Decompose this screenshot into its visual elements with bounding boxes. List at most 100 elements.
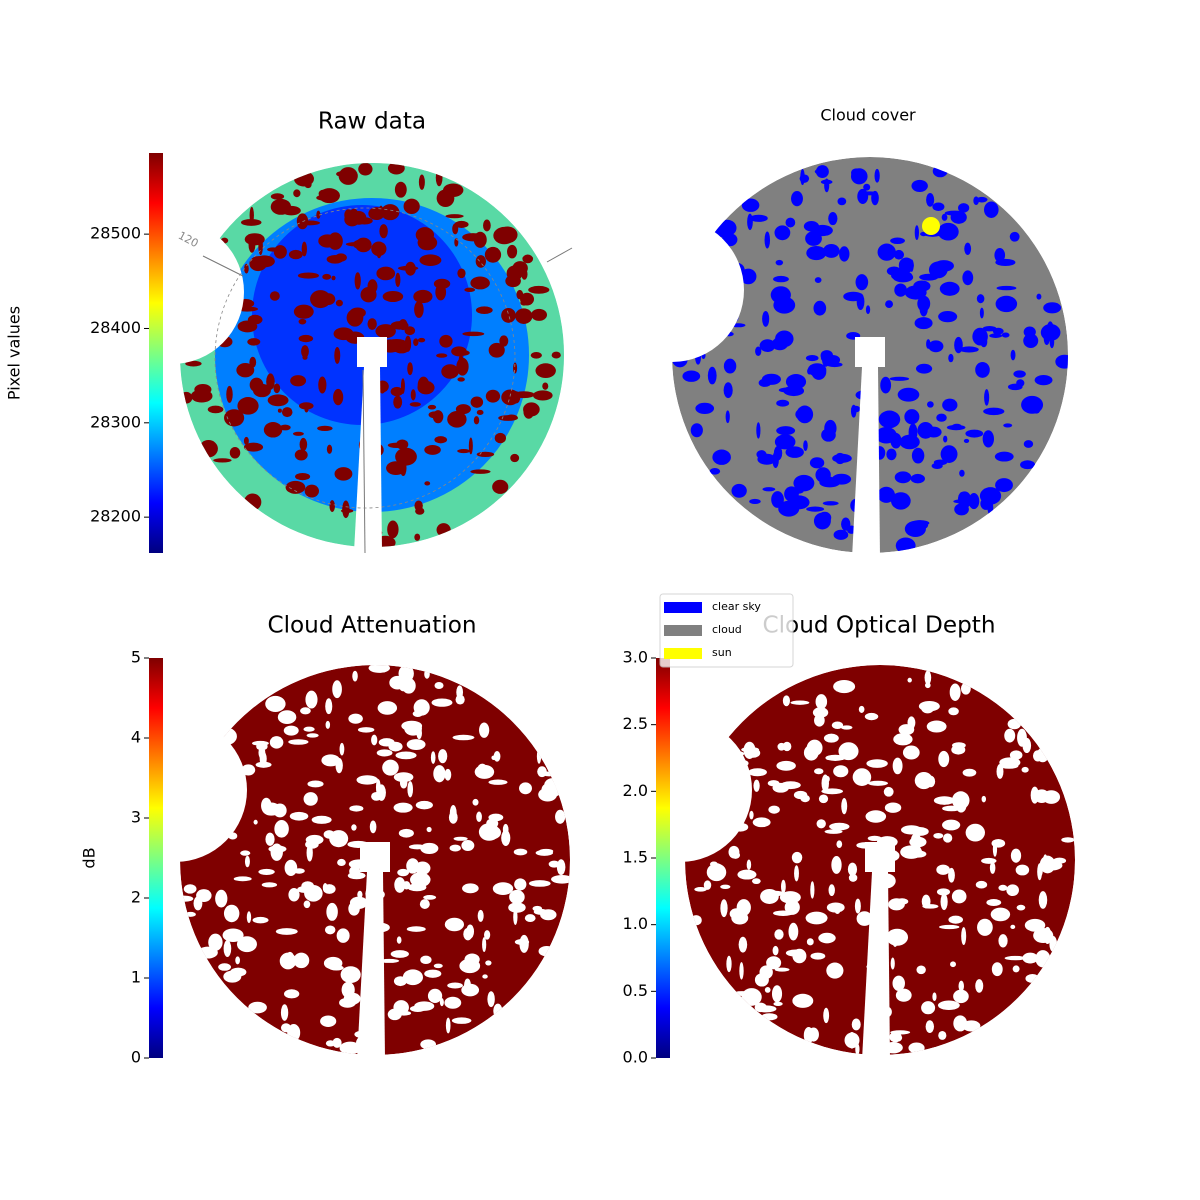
blob xyxy=(737,869,757,880)
blob xyxy=(424,481,431,486)
blob xyxy=(244,263,249,274)
blob xyxy=(435,169,443,187)
blob xyxy=(303,900,311,909)
blob xyxy=(357,727,375,733)
mask-notch xyxy=(103,718,247,862)
blob xyxy=(556,859,566,876)
blob xyxy=(793,474,815,492)
blob xyxy=(833,680,856,694)
blob xyxy=(419,899,430,909)
blob xyxy=(244,855,250,868)
blob xyxy=(387,520,399,539)
blob xyxy=(485,960,492,966)
colorbar-tick-label: 2 xyxy=(131,888,141,907)
blob xyxy=(447,411,467,428)
blob xyxy=(403,198,420,215)
blob xyxy=(292,431,304,436)
blob xyxy=(199,440,218,458)
blob xyxy=(456,357,469,376)
blob xyxy=(776,426,796,436)
blob xyxy=(380,204,400,221)
blob xyxy=(494,432,506,444)
blob xyxy=(759,339,776,352)
legend-label: clear sky xyxy=(712,600,761,613)
blob xyxy=(803,221,820,232)
blob xyxy=(831,721,844,729)
blob xyxy=(785,217,796,228)
mask-block xyxy=(865,842,895,872)
blob xyxy=(398,680,408,692)
blob xyxy=(369,820,377,834)
blob xyxy=(484,246,502,263)
blob xyxy=(914,772,933,790)
blob xyxy=(513,848,528,856)
blob xyxy=(399,777,408,789)
blob xyxy=(240,219,262,226)
blob xyxy=(470,276,490,290)
blob xyxy=(926,193,935,207)
blob xyxy=(336,928,350,943)
blob xyxy=(839,246,850,262)
blob xyxy=(977,918,993,936)
blob xyxy=(847,862,858,876)
blob xyxy=(394,181,407,198)
blob xyxy=(792,993,814,1008)
blob xyxy=(1010,924,1016,930)
blob xyxy=(445,214,464,219)
blob xyxy=(397,868,410,877)
blob xyxy=(741,198,760,212)
blob xyxy=(864,712,879,721)
blob xyxy=(694,887,707,892)
blob xyxy=(430,751,436,764)
blob xyxy=(925,1020,934,1033)
blob xyxy=(258,868,275,875)
blob xyxy=(908,1042,925,1054)
blob xyxy=(226,385,233,403)
blob xyxy=(1038,891,1048,909)
blob xyxy=(352,670,358,682)
blob xyxy=(290,375,307,387)
blob xyxy=(185,911,196,917)
blob xyxy=(433,963,443,969)
blob xyxy=(551,875,570,884)
blob xyxy=(1023,333,1039,349)
blob xyxy=(281,407,293,418)
blob xyxy=(387,163,405,175)
blob xyxy=(866,759,888,768)
blob xyxy=(776,760,796,771)
blob xyxy=(781,879,786,894)
blob xyxy=(999,757,1021,768)
blob xyxy=(909,259,914,272)
blob xyxy=(890,957,895,970)
blob xyxy=(863,183,871,191)
blob xyxy=(823,1007,830,1024)
blob xyxy=(180,895,194,902)
blob xyxy=(413,699,430,716)
blob xyxy=(948,353,954,363)
blob xyxy=(712,449,731,465)
blob xyxy=(890,492,911,510)
blob xyxy=(995,295,1018,313)
blob xyxy=(915,363,933,374)
blob xyxy=(284,859,298,876)
blob xyxy=(252,916,269,924)
blob xyxy=(917,295,931,312)
blob xyxy=(339,1041,361,1055)
blob xyxy=(895,988,912,1002)
blob xyxy=(950,961,956,968)
blob xyxy=(981,857,997,864)
blob xyxy=(782,695,790,707)
blob xyxy=(762,310,770,327)
blob xyxy=(707,366,717,385)
blob xyxy=(452,223,459,235)
blob xyxy=(806,938,814,946)
blob xyxy=(237,397,259,415)
blob xyxy=(487,991,495,1008)
blob xyxy=(404,326,416,336)
blob xyxy=(240,850,251,856)
blob xyxy=(1061,837,1075,843)
blob xyxy=(243,442,264,452)
blob xyxy=(741,988,762,1006)
blob xyxy=(457,377,465,382)
